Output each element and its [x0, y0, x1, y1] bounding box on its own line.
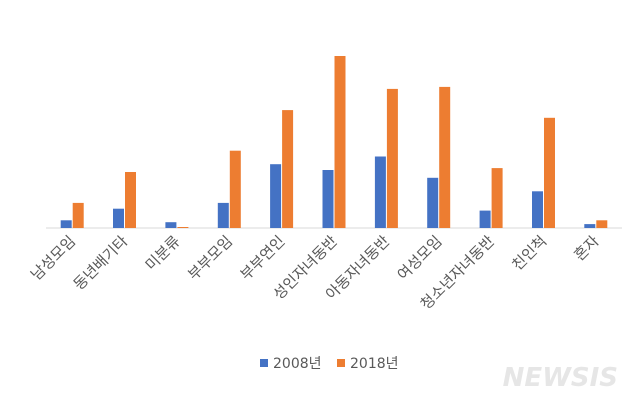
bars-group: [60, 56, 608, 229]
bar-2008-0: [60, 220, 72, 228]
bar-2008-1: [113, 208, 124, 228]
legend-label-2018: 2018년: [350, 356, 399, 372]
bar-2018-8: [491, 168, 503, 228]
bar-2018-5: [334, 56, 346, 228]
bar-2008-3: [217, 202, 229, 228]
category-label-4: 부부연인: [237, 232, 289, 284]
bar-2008-6: [374, 156, 386, 228]
bar-2018-3: [229, 150, 241, 228]
newsis-watermark: NEWSIS: [503, 363, 618, 393]
bar-2018-0: [72, 202, 84, 228]
bar-2008-9: [532, 191, 543, 228]
legend-swatch-2008: [260, 359, 268, 367]
category-label-2: 미분류: [142, 232, 184, 274]
legend-swatch-2018: [337, 359, 345, 367]
bar-2018-9: [544, 117, 555, 228]
category-label-1: 동년배기타: [70, 232, 132, 294]
category-label-9: 친인척: [508, 232, 550, 274]
bar-2008-7: [427, 177, 439, 228]
bar-2008-10: [584, 224, 596, 228]
bar-2018-6: [386, 88, 398, 229]
category-label-0: 남성모임: [27, 232, 79, 284]
bar-2018-10: [596, 220, 608, 228]
category-label-7: 여성모임: [394, 232, 446, 284]
bar-2008-2: [165, 222, 177, 228]
bar-2008-5: [322, 170, 334, 228]
bar-2018-4: [282, 110, 294, 228]
category-label-3: 부부모임: [184, 232, 236, 284]
legend-label-2008: 2008년: [273, 356, 322, 372]
legend: 2008년 2018년: [260, 356, 399, 372]
bar-2018-2: [177, 227, 189, 228]
category-label-10: 혼자: [570, 232, 602, 264]
bar-2018-1: [125, 172, 136, 228]
bar-2008-4: [270, 164, 282, 228]
bar-2018-7: [439, 86, 451, 229]
bar-2008-8: [479, 210, 491, 228]
